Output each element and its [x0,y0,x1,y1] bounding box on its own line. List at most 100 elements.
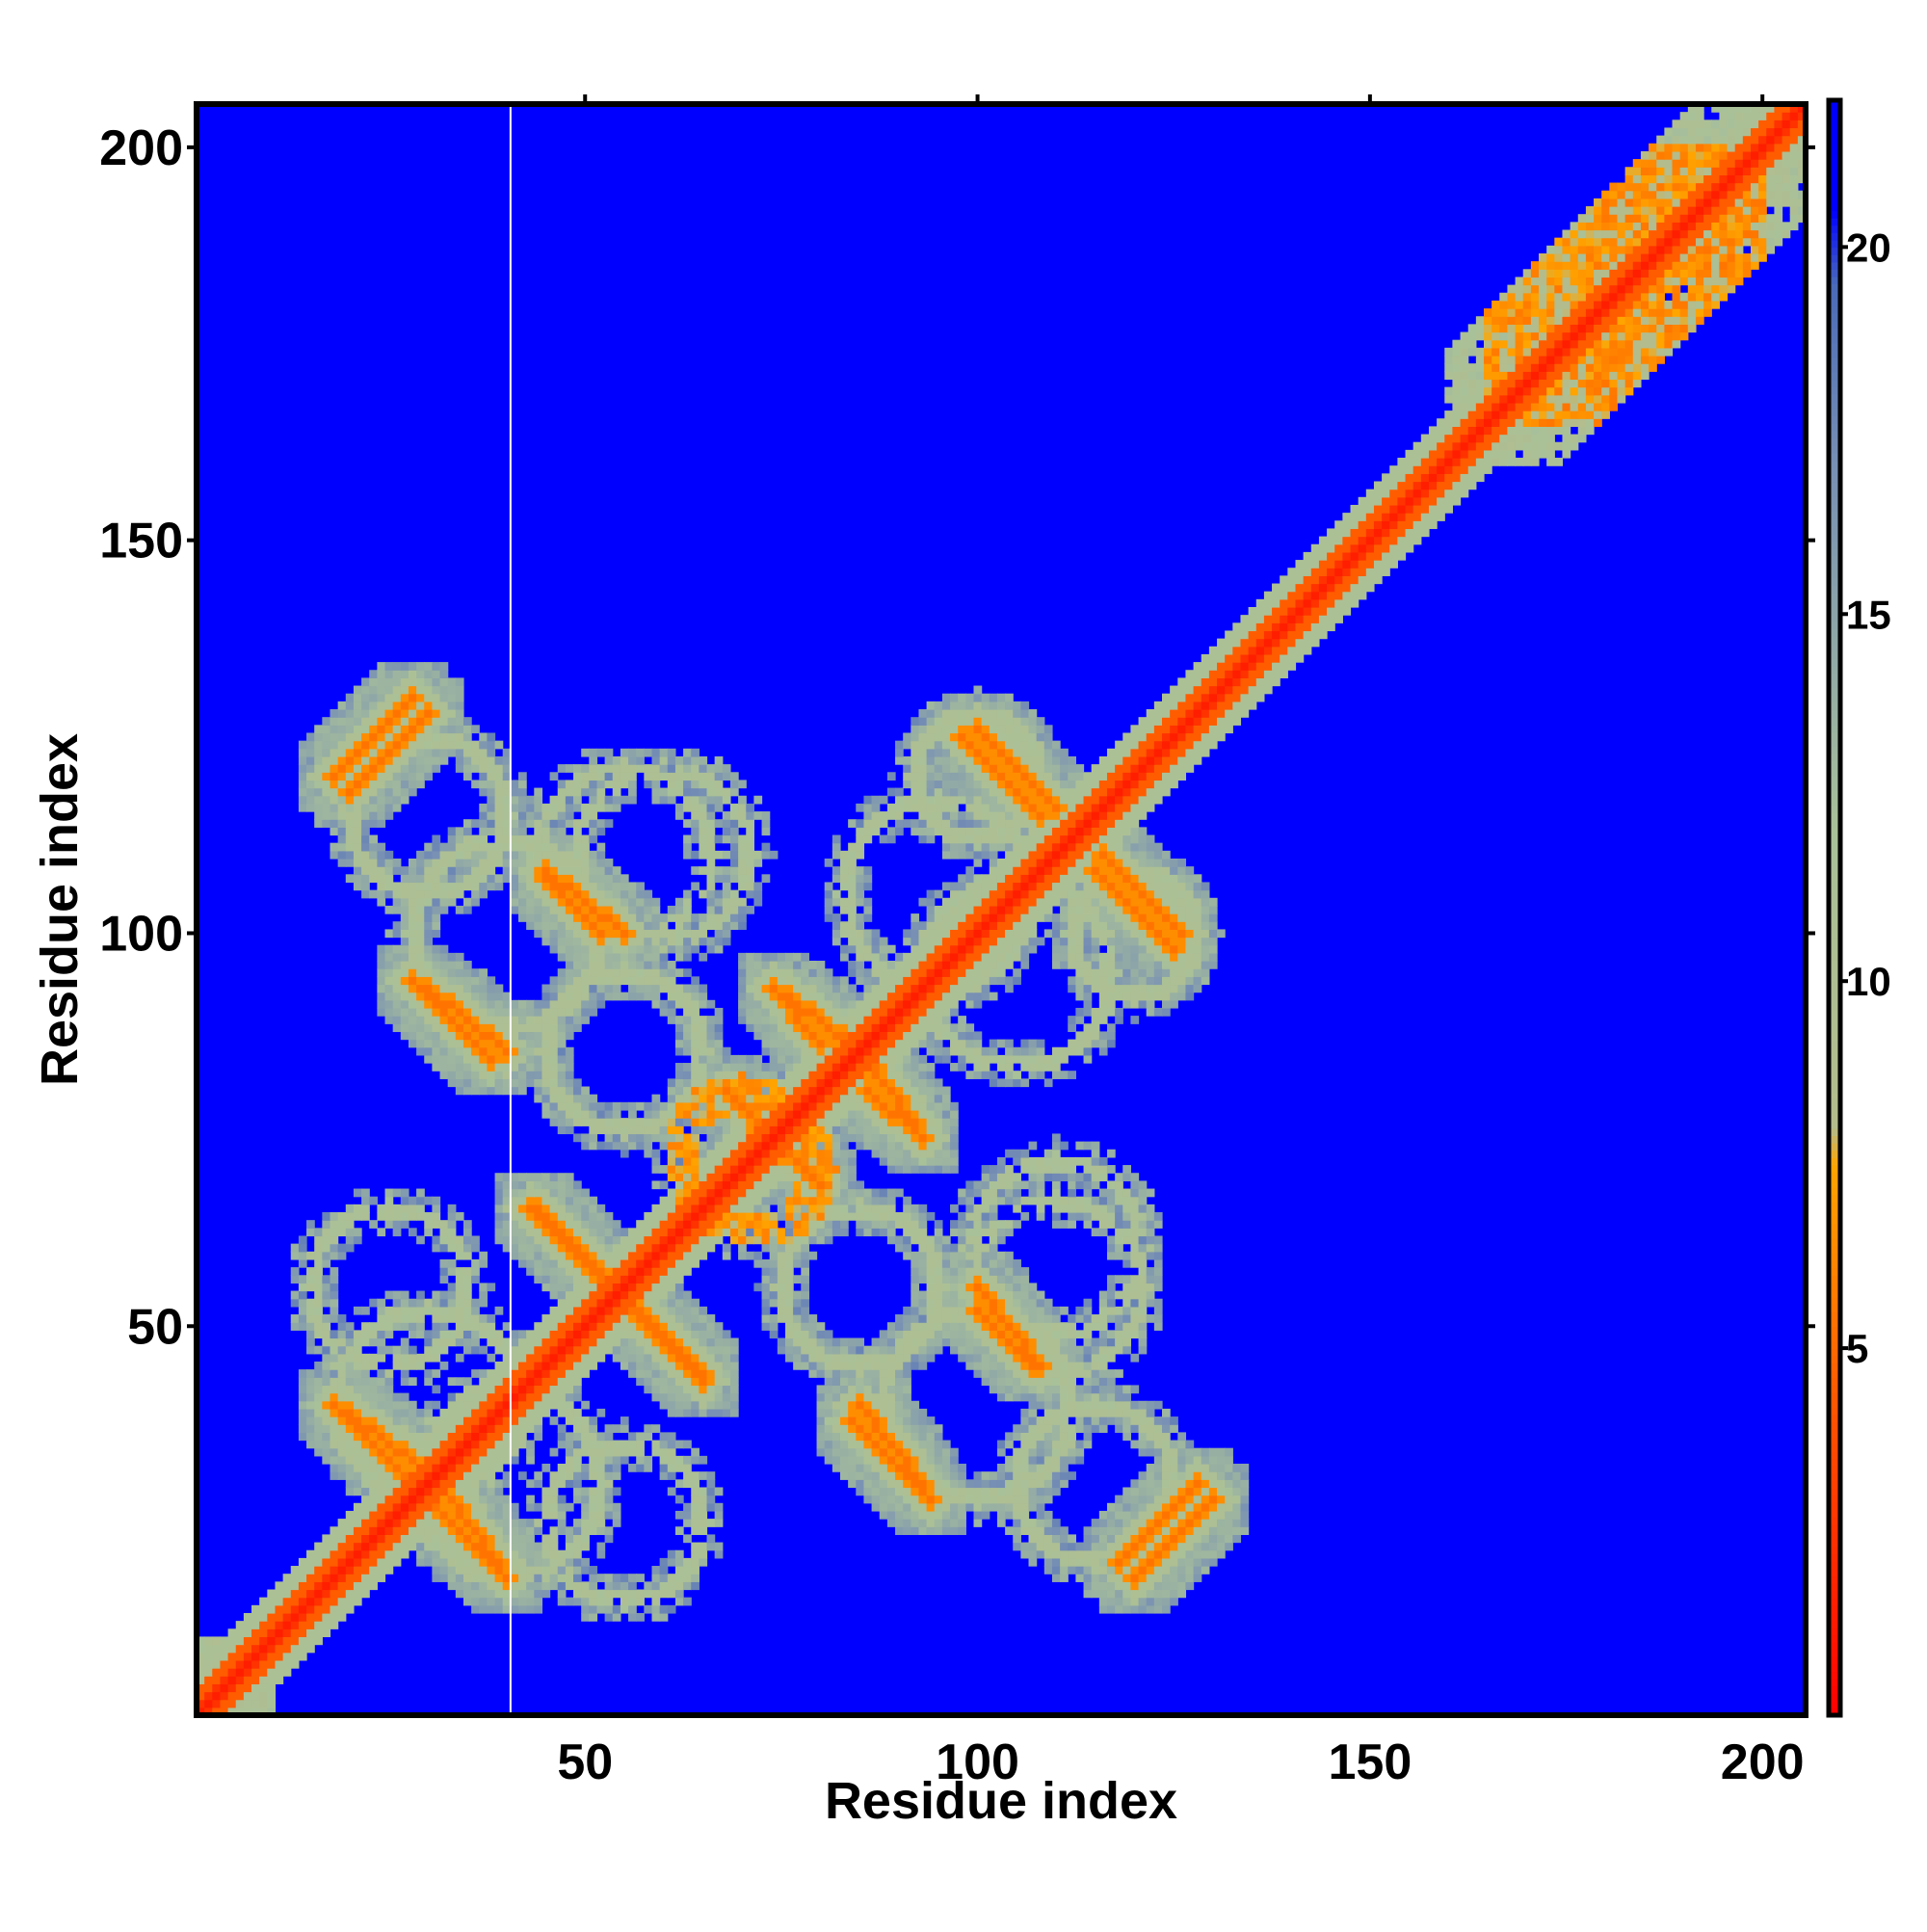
heatmap-cell [267,1676,284,1684]
heatmap-cell [314,1267,323,1276]
heatmap-cell [636,1447,645,1457]
heatmap-cell [267,1652,284,1661]
heatmap-cell [1091,1156,1100,1166]
heatmap-cell [848,1016,857,1024]
heatmap-cell [1013,1519,1021,1527]
heatmap-cell [628,1314,637,1323]
heatmap-cell [965,1235,983,1245]
heatmap-cell [1043,1306,1053,1315]
heatmap-cell [1162,1566,1171,1575]
heatmap-cell [455,1455,464,1465]
heatmap-cell [832,1377,841,1387]
heatmap-cell [1043,1557,1053,1567]
heatmap-cell [1162,1424,1171,1433]
heatmap-cell [1043,1432,1053,1442]
heatmap-cell [1043,1314,1053,1323]
heatmap-cell [565,1046,574,1056]
heatmap-cell [1083,1416,1093,1425]
heatmap-cell [1122,1487,1132,1496]
heatmap-cell [769,1283,779,1292]
heatmap-cell [447,1267,457,1276]
heatmap-cell [400,1361,409,1370]
heatmap-cell [1185,992,1195,1001]
heatmap-cell [911,1063,920,1072]
heatmap-cell [487,1408,496,1417]
heatmap-cell [848,1149,857,1158]
heatmap-cell [1201,1542,1210,1551]
heatmap-cell [1020,1377,1030,1387]
heatmap-cell [667,1440,676,1449]
heatmap-cell [487,1086,496,1096]
heatmap-cell [369,1392,378,1402]
heatmap-cell [1020,1479,1030,1489]
heatmap-cell [848,1392,857,1402]
heatmap-cell [306,1298,315,1308]
heatmap-cell [502,1597,512,1606]
heatmap-cell [1225,1542,1233,1551]
heatmap-cell [777,1204,786,1213]
heatmap-cell [950,1306,959,1315]
heatmap-cell [746,1023,754,1033]
heatmap-cell [439,1502,457,1512]
heatmap-cell [989,1228,998,1237]
heatmap-cell [424,1549,433,1559]
heatmap-cell [973,984,983,993]
heatmap-cell [416,1479,425,1489]
heatmap-cell [1153,1549,1163,1559]
heatmap-cell [1115,1408,1123,1417]
heatmap-cell [408,1424,417,1433]
heatmap-cell [573,1109,582,1119]
heatmap-cell [911,1204,920,1213]
heatmap-cell [534,1557,543,1567]
heatmap-cell [1028,1471,1038,1480]
heatmap-cell [369,1471,378,1480]
heatmap-cell [1201,1510,1210,1520]
heatmap-cell [439,1549,449,1559]
heatmap-cell [541,1188,551,1198]
heatmap-cell [416,1330,425,1339]
heatmap-cell [1130,1188,1140,1198]
heatmap-cell [1098,1165,1108,1174]
heatmap-cell [1115,1549,1123,1559]
heatmap-cell [416,1306,425,1315]
heatmap-cell [1075,984,1085,993]
heatmap-cell [526,1258,535,1268]
heatmap-cell [1083,1188,1093,1198]
heatmap-cell [824,1330,833,1339]
heatmap-cell [667,1188,676,1198]
heatmap-cell [345,1566,355,1575]
heatmap-cell [1020,1337,1030,1347]
heatmap-cell [424,1424,433,1433]
heatmap-cell [1075,1369,1093,1378]
heatmap-cell [518,1031,527,1041]
heatmap-cell [958,1220,966,1229]
heatmap-cell [479,1330,488,1339]
heatmap-cell [487,1597,496,1606]
heatmap-cell [1068,1549,1076,1559]
heatmap-cell [761,1078,771,1088]
heatmap-cell [699,1023,708,1033]
heatmap-cell [848,1165,857,1174]
heatmap-cell [1028,1180,1038,1190]
heatmap-cell [879,1408,888,1417]
heatmap-cell [958,1235,966,1245]
heatmap-cell [1170,1589,1178,1599]
heatmap-cell [659,1109,669,1119]
heatmap-cell [1060,1534,1069,1544]
heatmap-cell [534,1007,543,1017]
heatmap-cell [659,999,669,1009]
heatmap-cell [408,1471,425,1480]
heatmap-cell [886,1400,896,1410]
heatmap-cell [282,1597,300,1606]
heatmap-cell [306,1306,315,1315]
heatmap-cell [832,1400,841,1410]
heatmap-cell [973,1180,983,1190]
heatmap-cell [432,1054,441,1064]
heatmap-cell [392,1424,402,1433]
heatmap-cell [659,1385,669,1394]
heatmap-cell [824,1118,841,1126]
heatmap-cell [801,1353,810,1363]
heatmap-cell [911,1464,920,1472]
heatmap-cell [502,1519,512,1527]
heatmap-cell [267,1644,277,1654]
